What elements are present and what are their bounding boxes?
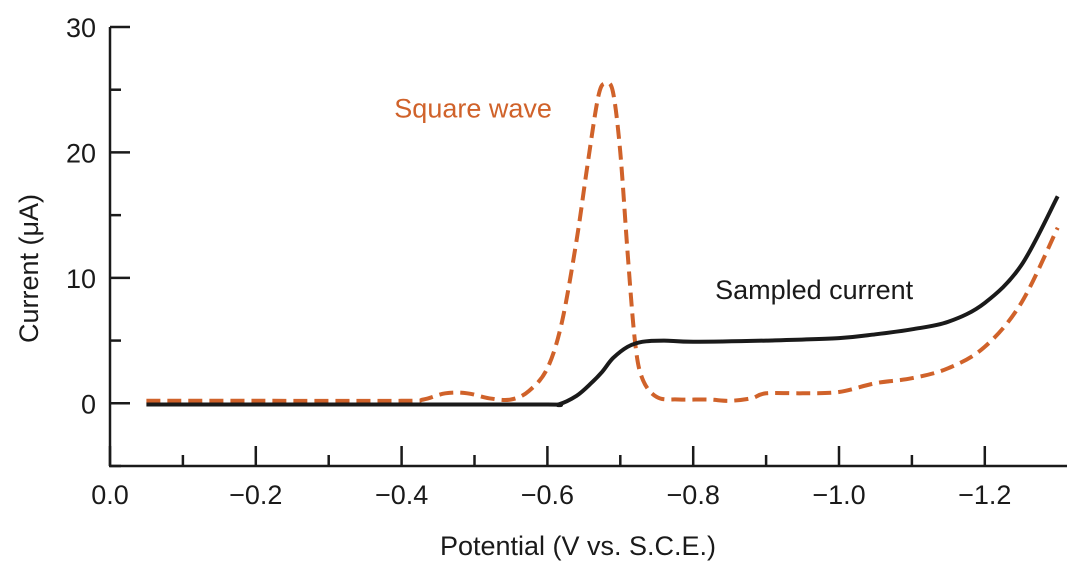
series-line-sampled-current [146, 195, 1060, 408]
x-tick-label: −1.0 [812, 480, 865, 510]
x-tick-label: −0.2 [229, 480, 282, 510]
axes [108, 27, 1067, 468]
x-tick-label: −0.4 [375, 480, 428, 510]
plot-area [146, 80, 1060, 408]
x-tick-label: 0.0 [91, 480, 129, 510]
x-axis-title: Potential (V vs. S.C.E.) [440, 531, 716, 561]
tick-labels: 0.0 −0.2 −0.4 −0.6 −0.8 −1.0 −1.2 0 10 20 30 [66, 13, 1012, 510]
y-tick-label: 30 [66, 13, 96, 43]
y-axis-title: Current (μA) [14, 194, 44, 343]
series-line-square-wave [146, 80, 1060, 403]
y-tick-label: 0 [81, 389, 96, 419]
tick-marks [108, 25, 987, 468]
x-tick-label: −0.6 [521, 480, 574, 510]
series-label-square-wave: Square wave [394, 93, 552, 123]
y-tick-label: 20 [66, 138, 96, 168]
y-tick-label: 10 [66, 264, 96, 294]
x-tick-label: −0.8 [667, 480, 720, 510]
series-label-sampled-current: Sampled current [715, 275, 914, 305]
x-tick-label: −1.2 [958, 480, 1011, 510]
